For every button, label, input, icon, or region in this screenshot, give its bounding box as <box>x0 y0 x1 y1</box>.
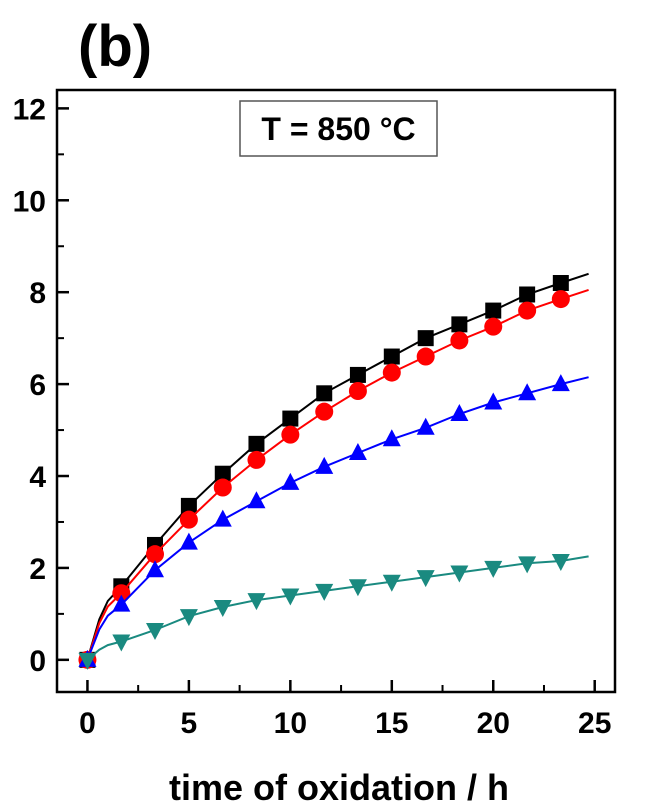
data-point <box>451 316 468 333</box>
data-point <box>213 478 232 497</box>
data-point <box>417 330 434 347</box>
plot-frame <box>55 88 617 694</box>
series-line <box>86 288 589 661</box>
data-point <box>348 382 367 400</box>
data-point <box>214 465 231 482</box>
data-point <box>485 302 502 319</box>
data-point <box>281 425 300 444</box>
data-point <box>450 331 469 350</box>
data-point <box>382 574 401 592</box>
data-point <box>416 417 435 435</box>
x-tick-label: 20 <box>477 707 510 740</box>
series-3 <box>78 374 589 667</box>
y-tick-label: 0 <box>29 645 46 678</box>
data-point <box>551 290 570 309</box>
data-point <box>112 634 131 652</box>
data-point <box>348 579 367 597</box>
panel-label: (b) <box>78 14 152 79</box>
data-point <box>348 443 367 461</box>
data-point <box>146 622 165 640</box>
data-point <box>316 385 333 402</box>
y-tick-label: 2 <box>29 553 46 586</box>
data-point <box>282 410 299 427</box>
data-point <box>551 554 570 572</box>
data-point <box>382 429 401 447</box>
data-point <box>315 583 334 601</box>
data-point <box>450 565 469 583</box>
x-tick-label: 0 <box>79 707 96 740</box>
data-point <box>518 383 537 401</box>
data-point <box>383 348 400 365</box>
data-point <box>146 545 165 564</box>
y-tick-label: 10 <box>13 185 46 218</box>
tick-labels: 0 5 10 15 20 25 0 2 4 6 8 10 12 <box>13 93 612 740</box>
axes <box>55 88 617 694</box>
data-point <box>416 570 435 588</box>
data-point <box>416 347 435 366</box>
x-axis-label: time of oxidation / h <box>169 767 509 808</box>
data-point <box>552 275 569 292</box>
data-point <box>247 491 266 509</box>
data-point <box>179 532 198 550</box>
x-tick-label: 10 <box>274 707 307 740</box>
data-point <box>518 556 537 574</box>
data-point <box>484 392 503 410</box>
data-point <box>484 560 503 578</box>
x-tick-label: 5 <box>181 707 198 740</box>
series-4 <box>78 554 589 670</box>
data-point <box>78 652 97 670</box>
data-point <box>247 593 266 611</box>
series-2 <box>78 288 589 669</box>
data-point <box>382 363 401 382</box>
data-point <box>213 509 232 527</box>
data-point <box>213 599 232 617</box>
data-point <box>315 402 334 421</box>
data-point <box>484 317 503 336</box>
y-tick-label: 4 <box>29 461 46 494</box>
data-point <box>112 584 131 603</box>
y-tick-label: 8 <box>29 277 46 310</box>
data-point <box>315 456 334 474</box>
series-line <box>86 555 589 661</box>
data-point <box>281 472 300 490</box>
y-tick-label: 12 <box>13 93 46 126</box>
annotation-frame <box>239 100 438 157</box>
data-point <box>179 609 198 627</box>
data-point <box>519 286 536 303</box>
data-point <box>180 497 197 514</box>
data-point <box>248 435 265 452</box>
data-point <box>112 594 131 612</box>
data-point <box>349 366 366 383</box>
series-line <box>86 376 589 661</box>
annotation-text: T = 850 °C <box>261 111 415 147</box>
data-point <box>551 374 570 392</box>
series-line <box>86 272 589 661</box>
data-point <box>518 301 537 320</box>
data-point <box>247 450 266 469</box>
y-tick-label: 6 <box>29 369 46 402</box>
series-1 <box>79 272 589 668</box>
data-point <box>146 560 165 578</box>
series-layer <box>78 272 589 670</box>
x-tick-label: 25 <box>578 707 611 740</box>
data-point <box>281 588 300 606</box>
x-tick-label: 15 <box>375 707 408 740</box>
data-point <box>179 510 198 529</box>
annotation-box: T = 850 °C <box>239 100 438 157</box>
data-point <box>450 403 469 421</box>
